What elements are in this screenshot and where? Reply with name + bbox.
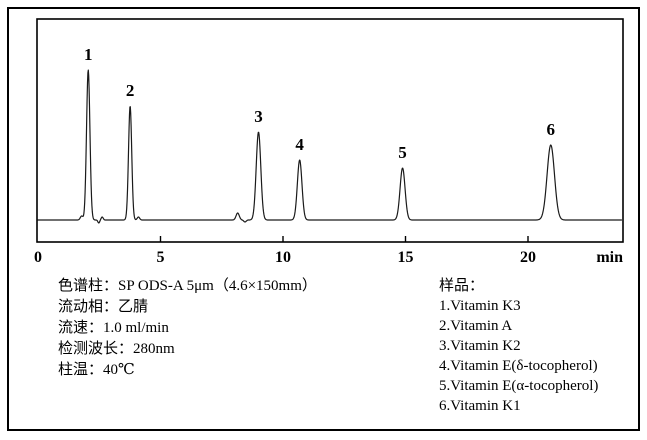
x-tick-label-0: 0: [34, 249, 42, 266]
condition-line-flow-rate: 流速：1.0 ml/min: [58, 320, 169, 336]
sample-item: 1.Vitamin K3: [439, 298, 521, 314]
plot-frame: [36, 18, 624, 243]
figure-border: [7, 7, 640, 431]
x-tick-label-20: 20: [520, 249, 536, 266]
sample-item: 5.Vitamin E(α-tocopherol): [439, 378, 599, 394]
x-tick-label-15: 15: [398, 249, 414, 266]
condition-line-column: 色谱柱：SP ODS-A 5μm（4.6×150mm）: [58, 278, 317, 294]
peak-label-2: 2: [126, 81, 135, 100]
sample-item: 4.Vitamin E(δ-tocopherol): [439, 358, 598, 374]
sample-item: 3.Vitamin K2: [439, 338, 521, 354]
condition-line-temperature: 柱温：40℃: [58, 362, 135, 378]
condition-line-wavelength: 检测波长：280nm: [58, 341, 175, 357]
peak-label-5: 5: [398, 143, 407, 162]
x-tick-label-5: 5: [157, 249, 165, 266]
x-tick-label-10: 10: [275, 249, 291, 266]
sample-item: 6.Vitamin K1: [439, 398, 521, 414]
sample-list-block: 样品： 1.Vitamin K3 2.Vitamin A 3.Vitamin K…: [439, 276, 598, 416]
conditions-block: 色谱柱：SP ODS-A 5μm（4.6×150mm） 流动相：乙腈 流速：1.…: [58, 276, 317, 381]
chromatogram-trace: [37, 69, 623, 224]
peak-label-4: 4: [295, 135, 304, 154]
x-axis-unit-label: min: [596, 249, 623, 266]
sample-list-title: 样品：: [439, 278, 485, 294]
condition-line-mobile-phase: 流动相：乙腈: [58, 299, 149, 315]
peak-label-3: 3: [254, 107, 263, 126]
peak-label-6: 6: [547, 120, 556, 139]
sample-item: 2.Vitamin A: [439, 318, 513, 334]
peak-label-1: 1: [84, 45, 93, 64]
chromatogram-plot: 1 2 3 4 5 6 0 5 10 15 20 min: [34, 18, 624, 266]
